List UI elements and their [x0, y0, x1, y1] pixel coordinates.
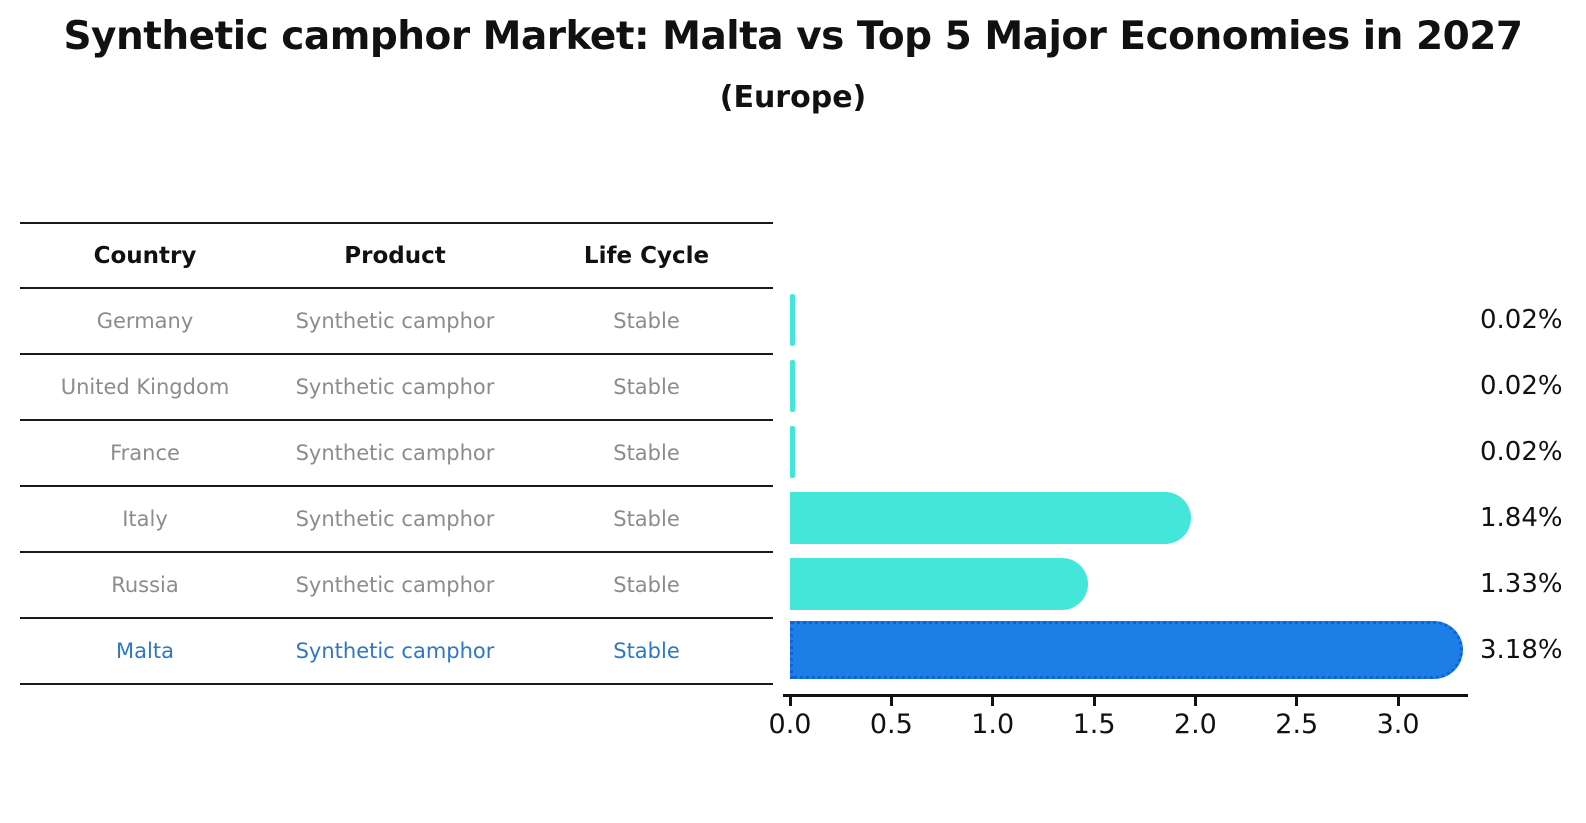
bar-france: [790, 426, 795, 478]
column-header-life-cycle: Life Cycle: [583, 242, 710, 269]
life-cycle-cell: Stable: [613, 507, 680, 531]
page-subtitle: (Europe): [719, 80, 867, 115]
value-label-russia: 1.33%: [1480, 569, 1563, 599]
table-row-russia: Russia Synthetic camphor Stable: [20, 553, 773, 619]
table-row-malta: Malta Synthetic camphor Stable: [20, 619, 773, 685]
x-axis-tick-label: 1.5: [1072, 709, 1116, 740]
product-cell: Synthetic camphor: [295, 573, 495, 597]
column-header-product: Product: [344, 242, 446, 269]
country-cell: Russia: [111, 573, 179, 597]
value-label-malta: 3.18%: [1480, 635, 1563, 665]
x-axis-tick-label: 1.0: [971, 709, 1015, 740]
x-axis-tick: [1295, 697, 1299, 706]
x-axis-tick: [991, 697, 995, 706]
life-cycle-cell: Stable: [613, 573, 680, 597]
x-axis-tick: [889, 697, 893, 706]
x-axis-tick: [788, 697, 792, 706]
product-cell: Synthetic camphor: [295, 441, 495, 465]
x-axis-tick-label: 2.0: [1173, 709, 1217, 740]
country-cell: Germany: [96, 309, 194, 333]
country-cell: Italy: [122, 507, 168, 531]
comparison-table: Country Product Life Cycle Germany Synth…: [20, 222, 773, 685]
x-axis-line: [783, 694, 1468, 697]
column-header-country: Country: [93, 242, 197, 269]
bar-italy: [790, 492, 1191, 544]
country-cell: United Kingdom: [60, 375, 230, 399]
table-header-row: Country Product Life Cycle: [20, 224, 773, 289]
x-axis-tick-label: 0.5: [869, 709, 913, 740]
product-cell: Synthetic camphor: [295, 639, 495, 663]
table-row-germany: Germany Synthetic camphor Stable: [20, 289, 773, 355]
x-axis-tick: [1193, 697, 1197, 706]
x-axis-tick: [1092, 697, 1096, 706]
life-cycle-cell: Stable: [613, 639, 680, 663]
product-cell: Synthetic camphor: [295, 309, 495, 333]
x-axis-tick-label: 3.0: [1376, 709, 1420, 740]
x-axis-tick-label: 0.0: [768, 709, 812, 740]
life-cycle-cell: Stable: [613, 441, 680, 465]
table-row-italy: Italy Synthetic camphor Stable: [20, 487, 773, 553]
bar-united-kingdom: [790, 360, 795, 412]
life-cycle-cell: Stable: [613, 375, 680, 399]
page-title: Synthetic camphor Market: Malta vs Top 5…: [63, 14, 1523, 59]
bar-germany: [790, 294, 795, 346]
value-label-france: 0.02%: [1480, 437, 1563, 467]
value-label-united-kingdom: 0.02%: [1480, 371, 1563, 401]
country-cell: Malta: [116, 639, 174, 663]
table-row-united-kingdom: United Kingdom Synthetic camphor Stable: [20, 355, 773, 421]
x-axis-tick: [1396, 697, 1400, 706]
product-cell: Synthetic camphor: [295, 375, 495, 399]
product-cell: Synthetic camphor: [295, 507, 495, 531]
life-cycle-cell: Stable: [613, 309, 680, 333]
table-row-france: France Synthetic camphor Stable: [20, 421, 773, 487]
bar-russia: [790, 558, 1088, 610]
x-axis-tick-label: 2.5: [1275, 709, 1319, 740]
value-label-italy: 1.84%: [1480, 503, 1563, 533]
bar-malta: [790, 621, 1463, 679]
value-label-germany: 0.02%: [1480, 305, 1563, 335]
country-cell: France: [110, 441, 180, 465]
